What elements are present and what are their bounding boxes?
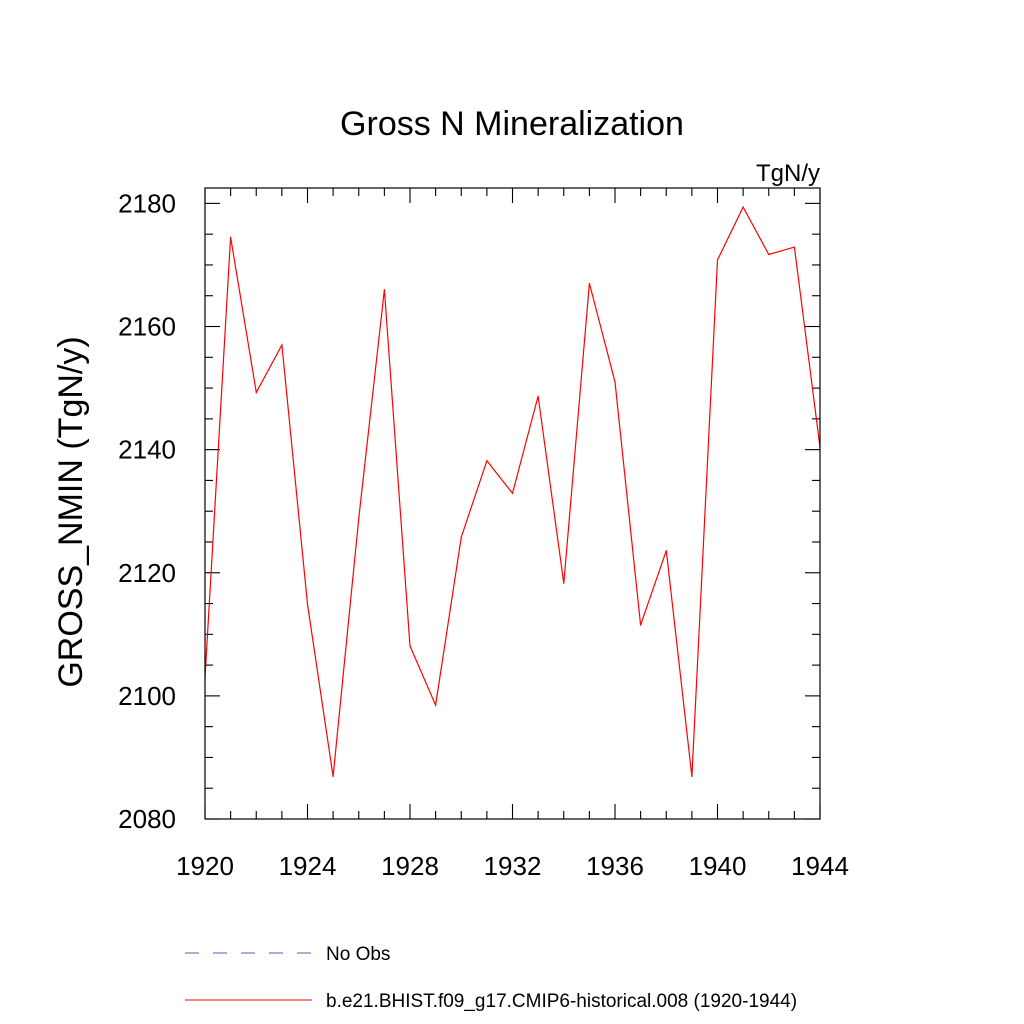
legend-label-model: b.e21.BHIST.f09_g17.CMIP6-historical.008… bbox=[326, 991, 797, 1012]
data-point bbox=[716, 259, 719, 261]
chart-title: Gross N Mineralization bbox=[340, 105, 684, 143]
x-tick-label: 1920 bbox=[176, 851, 234, 881]
data-point bbox=[742, 206, 744, 208]
minor-ticks bbox=[205, 188, 820, 819]
data-point bbox=[640, 624, 642, 626]
data-point bbox=[332, 775, 334, 778]
data-point bbox=[665, 549, 667, 552]
x-tick-label: 1944 bbox=[791, 851, 849, 881]
x-tick-label: 1936 bbox=[586, 851, 644, 881]
data-point bbox=[793, 246, 795, 248]
x-tick-label: 1932 bbox=[484, 851, 542, 881]
units-label: TgN/y bbox=[756, 160, 820, 187]
data-point bbox=[409, 645, 411, 647]
series-line bbox=[204, 205, 821, 777]
data-point bbox=[588, 282, 590, 285]
data-point bbox=[537, 395, 539, 397]
y-tick-label: 2160 bbox=[118, 312, 176, 342]
tick-labels: 1920 1924 1928 1932 1936 1940 1944 2080 2100 2120… bbox=[118, 188, 849, 881]
data-point bbox=[486, 460, 488, 462]
data-point bbox=[511, 492, 514, 494]
x-tick-label: 1940 bbox=[689, 851, 747, 881]
data-point bbox=[358, 517, 360, 519]
y-axis-label: GROSS_NMIN (TgN/y) bbox=[52, 336, 90, 687]
x-tick-label: 1924 bbox=[279, 851, 337, 881]
data-point bbox=[768, 253, 770, 256]
data-point bbox=[230, 236, 232, 238]
data-point bbox=[281, 344, 283, 346]
legend: No Obs b.e21.BHIST.f09_g17.CMIP6-histori… bbox=[185, 944, 797, 1012]
y-tick-label: 2180 bbox=[118, 188, 176, 218]
y-tick-label: 2100 bbox=[118, 681, 176, 711]
data-point bbox=[435, 704, 437, 706]
legend-label-no-obs: No Obs bbox=[326, 944, 390, 965]
data-point bbox=[306, 603, 309, 605]
plot-frame bbox=[204, 187, 821, 820]
y-tick-label: 2120 bbox=[118, 558, 176, 588]
y-tick-label: 2080 bbox=[118, 804, 176, 834]
major-ticks bbox=[204, 188, 821, 820]
data-point bbox=[383, 288, 385, 291]
x-tick-label: 1928 bbox=[381, 851, 439, 881]
series-layer bbox=[204, 205, 821, 778]
y-tick-label: 2140 bbox=[118, 435, 176, 465]
data-point bbox=[563, 582, 565, 584]
data-point bbox=[255, 391, 257, 393]
data-point bbox=[691, 775, 693, 778]
data-point bbox=[460, 536, 462, 538]
data-point bbox=[614, 381, 616, 383]
